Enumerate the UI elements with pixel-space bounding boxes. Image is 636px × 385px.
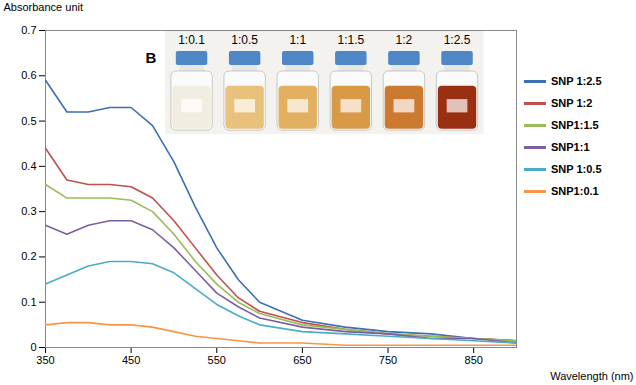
svg-text:550: 550 bbox=[208, 354, 226, 366]
svg-text:1:0.5: 1:0.5 bbox=[231, 33, 258, 47]
svg-text:B: B bbox=[145, 49, 156, 66]
svg-text:0.2: 0.2 bbox=[21, 250, 36, 262]
svg-text:650: 650 bbox=[293, 354, 311, 366]
html-text:SNP1:0.1: SNP1:0.1 bbox=[551, 185, 599, 197]
html-text:SNP 1:0.5: SNP 1:0.5 bbox=[551, 163, 602, 175]
svg-text:1:2: 1:2 bbox=[395, 33, 412, 47]
svg-text:0.6: 0.6 bbox=[21, 69, 36, 81]
svg-text:350: 350 bbox=[36, 354, 54, 366]
html-text:SNP 1:2: SNP 1:2 bbox=[551, 97, 593, 109]
svg-text:1:2.5: 1:2.5 bbox=[444, 33, 471, 47]
html-text:SNP1:1.5: SNP1:1.5 bbox=[551, 119, 599, 131]
svg-text:1:1: 1:1 bbox=[289, 33, 306, 47]
svg-text:750: 750 bbox=[379, 354, 397, 366]
svg-text:0.7: 0.7 bbox=[21, 24, 36, 36]
svg-text:0.4: 0.4 bbox=[21, 160, 36, 172]
svg-text:850: 850 bbox=[465, 354, 483, 366]
svg-text:Absorbance unit: Absorbance unit bbox=[4, 1, 84, 13]
svg-text:1:0.1: 1:0.1 bbox=[178, 33, 205, 47]
svg-text:0.5: 0.5 bbox=[21, 115, 36, 127]
svg-text:0: 0 bbox=[30, 341, 36, 353]
svg-text:450: 450 bbox=[122, 354, 140, 366]
html-text:SNP1:1: SNP1:1 bbox=[551, 141, 590, 153]
svg-text:Wavelength (nm): Wavelength (nm) bbox=[550, 370, 633, 382]
svg-text:0.1: 0.1 bbox=[21, 296, 36, 308]
svg-text:0.3: 0.3 bbox=[21, 205, 36, 217]
svg-text:1:1.5: 1:1.5 bbox=[337, 33, 364, 47]
html-text:SNP 1:2.5: SNP 1:2.5 bbox=[551, 75, 602, 87]
